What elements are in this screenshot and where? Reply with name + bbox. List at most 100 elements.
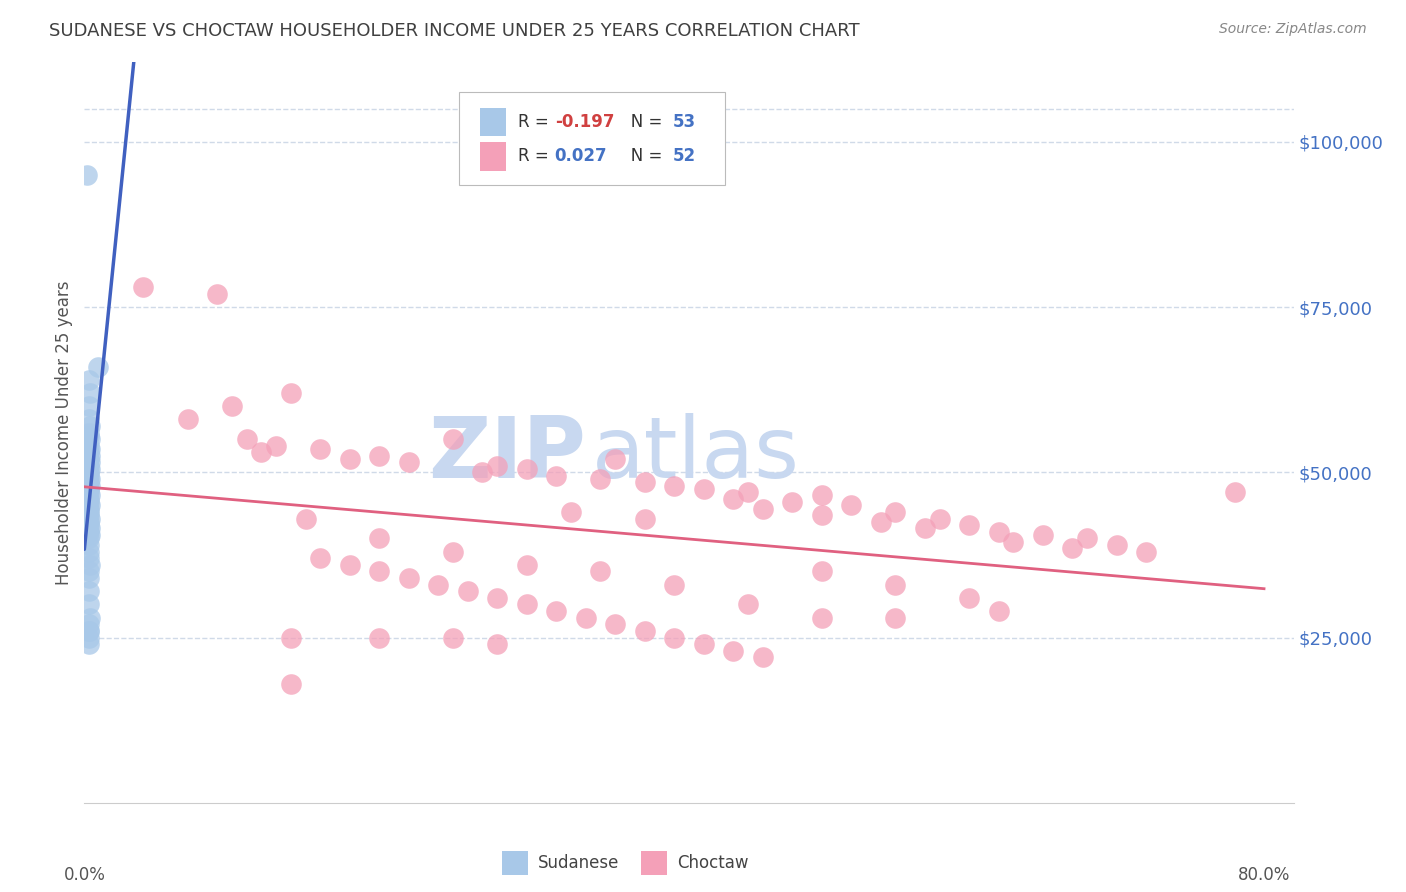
Point	[441, 432, 464, 446]
Point	[780, 495, 803, 509]
Point	[486, 458, 509, 473]
Point	[914, 521, 936, 535]
Point	[884, 577, 907, 591]
Point	[398, 455, 420, 469]
Point	[79, 478, 101, 492]
Point	[664, 631, 686, 645]
Point	[309, 442, 332, 457]
Point	[77, 475, 100, 490]
Point	[79, 419, 101, 434]
Point	[221, 399, 243, 413]
Point	[77, 429, 100, 443]
Point	[79, 472, 101, 486]
Point	[77, 515, 100, 529]
Point	[77, 598, 100, 612]
Point	[79, 511, 101, 525]
Point	[280, 386, 302, 401]
Point	[77, 425, 100, 440]
Point	[737, 485, 759, 500]
Text: N =: N =	[616, 147, 668, 165]
Point	[280, 677, 302, 691]
Point	[1032, 528, 1054, 542]
Point	[516, 558, 538, 572]
Point	[77, 491, 100, 506]
Point	[77, 518, 100, 533]
Point	[339, 558, 361, 572]
FancyBboxPatch shape	[641, 851, 668, 875]
Point	[77, 532, 100, 546]
Point	[1076, 532, 1098, 546]
Point	[957, 518, 980, 533]
Point	[79, 528, 101, 542]
Point	[546, 468, 568, 483]
Point	[634, 475, 657, 490]
Point	[810, 488, 832, 502]
Point	[77, 544, 100, 558]
Point	[77, 485, 100, 500]
Text: R =: R =	[519, 147, 554, 165]
Point	[309, 551, 332, 566]
Point	[441, 631, 464, 645]
Point	[1002, 534, 1025, 549]
Point	[250, 445, 273, 459]
Point	[280, 631, 302, 645]
Text: 53: 53	[673, 112, 696, 130]
Point	[692, 482, 714, 496]
Point	[77, 631, 100, 645]
Text: atlas: atlas	[592, 413, 800, 496]
Point	[987, 604, 1010, 618]
Point	[1135, 544, 1157, 558]
Point	[77, 412, 100, 426]
Point	[77, 501, 100, 516]
Text: R =: R =	[519, 112, 554, 130]
Text: SUDANESE VS CHOCTAW HOUSEHOLDER INCOME UNDER 25 YEARS CORRELATION CHART: SUDANESE VS CHOCTAW HOUSEHOLDER INCOME U…	[49, 22, 860, 40]
Point	[79, 610, 101, 624]
Point	[516, 598, 538, 612]
Point	[1223, 485, 1246, 500]
Point	[664, 577, 686, 591]
Point	[737, 598, 759, 612]
Point	[368, 565, 391, 579]
Point	[605, 617, 627, 632]
Text: Source: ZipAtlas.com: Source: ZipAtlas.com	[1219, 22, 1367, 37]
Point	[79, 432, 101, 446]
Point	[176, 412, 198, 426]
Point	[575, 610, 598, 624]
Point	[589, 472, 612, 486]
Point	[79, 558, 101, 572]
Point	[692, 637, 714, 651]
Point	[560, 505, 582, 519]
Point	[77, 505, 100, 519]
Point	[264, 439, 287, 453]
FancyBboxPatch shape	[479, 143, 506, 170]
Point	[77, 445, 100, 459]
Point	[441, 544, 464, 558]
Point	[721, 644, 744, 658]
Text: -0.197: -0.197	[555, 112, 614, 130]
Point	[77, 508, 100, 523]
Point	[339, 452, 361, 467]
Point	[79, 455, 101, 469]
Point	[839, 499, 862, 513]
Point	[77, 624, 100, 638]
Point	[77, 452, 100, 467]
Point	[869, 515, 891, 529]
Point	[79, 488, 101, 502]
Point	[457, 584, 479, 599]
Point	[77, 468, 100, 483]
FancyBboxPatch shape	[460, 92, 725, 185]
Point	[77, 584, 100, 599]
Point	[294, 511, 316, 525]
Point	[810, 565, 832, 579]
Text: 0.0%: 0.0%	[63, 865, 105, 884]
Point	[928, 511, 950, 525]
Point	[486, 591, 509, 605]
Point	[79, 499, 101, 513]
Point	[398, 571, 420, 585]
Y-axis label: Householder Income Under 25 years: Householder Income Under 25 years	[55, 280, 73, 585]
Point	[987, 524, 1010, 539]
Point	[77, 617, 100, 632]
Text: Sudanese: Sudanese	[538, 854, 619, 871]
Point	[86, 359, 108, 374]
Point	[589, 565, 612, 579]
